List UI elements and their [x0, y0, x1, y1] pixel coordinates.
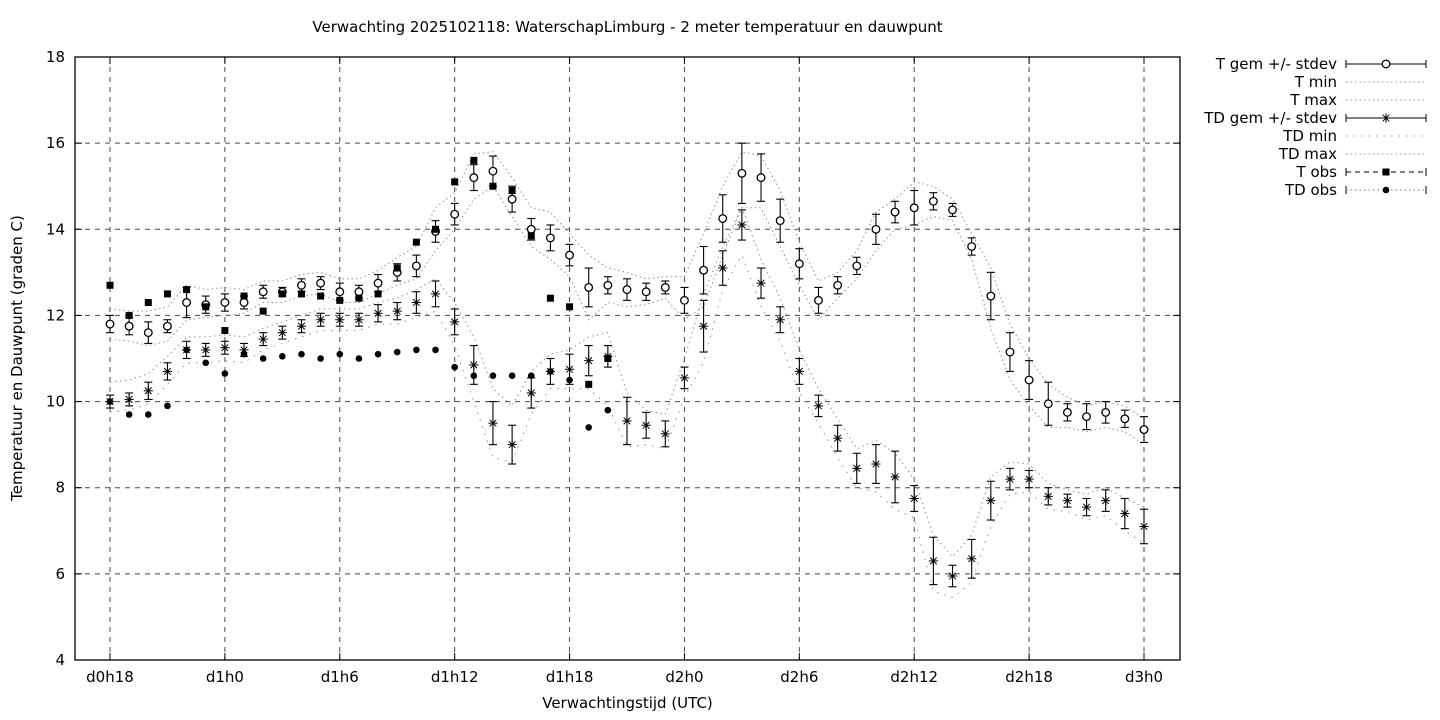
y-tick-label: 6	[55, 565, 65, 583]
x-tick-label: d2h6	[780, 668, 818, 686]
legend-label: T min	[1294, 73, 1337, 91]
legend-label: TD max	[1278, 145, 1337, 163]
x-tick-label: d2h12	[890, 668, 938, 686]
y-tick-label: 8	[55, 479, 65, 497]
grid	[75, 56, 1180, 661]
legend-label: T obs	[1296, 163, 1338, 181]
legend-label: T gem +/- stdev	[1215, 55, 1337, 73]
y-tick-label: 12	[46, 306, 65, 324]
x-tick-label: d0h18	[86, 668, 134, 686]
y-tick-label: 10	[46, 393, 65, 411]
series-t_min	[109, 185, 1145, 446]
x-axis-label: Verwachtingstijd (UTC)	[542, 694, 713, 712]
plot-border	[74, 56, 1181, 661]
series-td_gem	[105, 209, 1149, 588]
chart-title: Verwachting 2025102118: WaterschapLimbur…	[312, 18, 943, 36]
x-tick-label: d1h18	[546, 668, 594, 686]
series-td_obs	[106, 346, 612, 431]
series-td_max	[109, 206, 1145, 558]
series-t_obs	[106, 156, 612, 388]
axis-ticks	[75, 56, 1180, 661]
y-tick-labels: 4 6 8 10 12 14 16 18	[46, 48, 65, 669]
x-tick-label: d2h18	[1005, 668, 1053, 686]
legend-label: TD min	[1282, 127, 1337, 145]
x-tick-label: d1h12	[431, 668, 479, 686]
x-tick-label: d3h0	[1125, 668, 1163, 686]
legend-label: TD gem +/- stdev	[1203, 109, 1337, 127]
x-tick-label: d2h0	[665, 668, 703, 686]
series-t_max	[109, 151, 1145, 420]
legend-label: TD obs	[1284, 181, 1337, 199]
y-tick-label: 14	[46, 220, 65, 238]
y-tick-label: 18	[46, 48, 65, 66]
x-tick-labels: d0h18 d1h0 d1h6 d1h12 d1h18 d2h0 d2h6 d2h12 d2h1…	[86, 668, 1163, 686]
x-tick-label: d1h6	[321, 668, 359, 686]
y-tick-label: 4	[55, 651, 65, 669]
x-tick-label: d1h0	[206, 668, 244, 686]
y-tick-label: 16	[46, 134, 65, 152]
legend-label: T max	[1289, 91, 1337, 109]
